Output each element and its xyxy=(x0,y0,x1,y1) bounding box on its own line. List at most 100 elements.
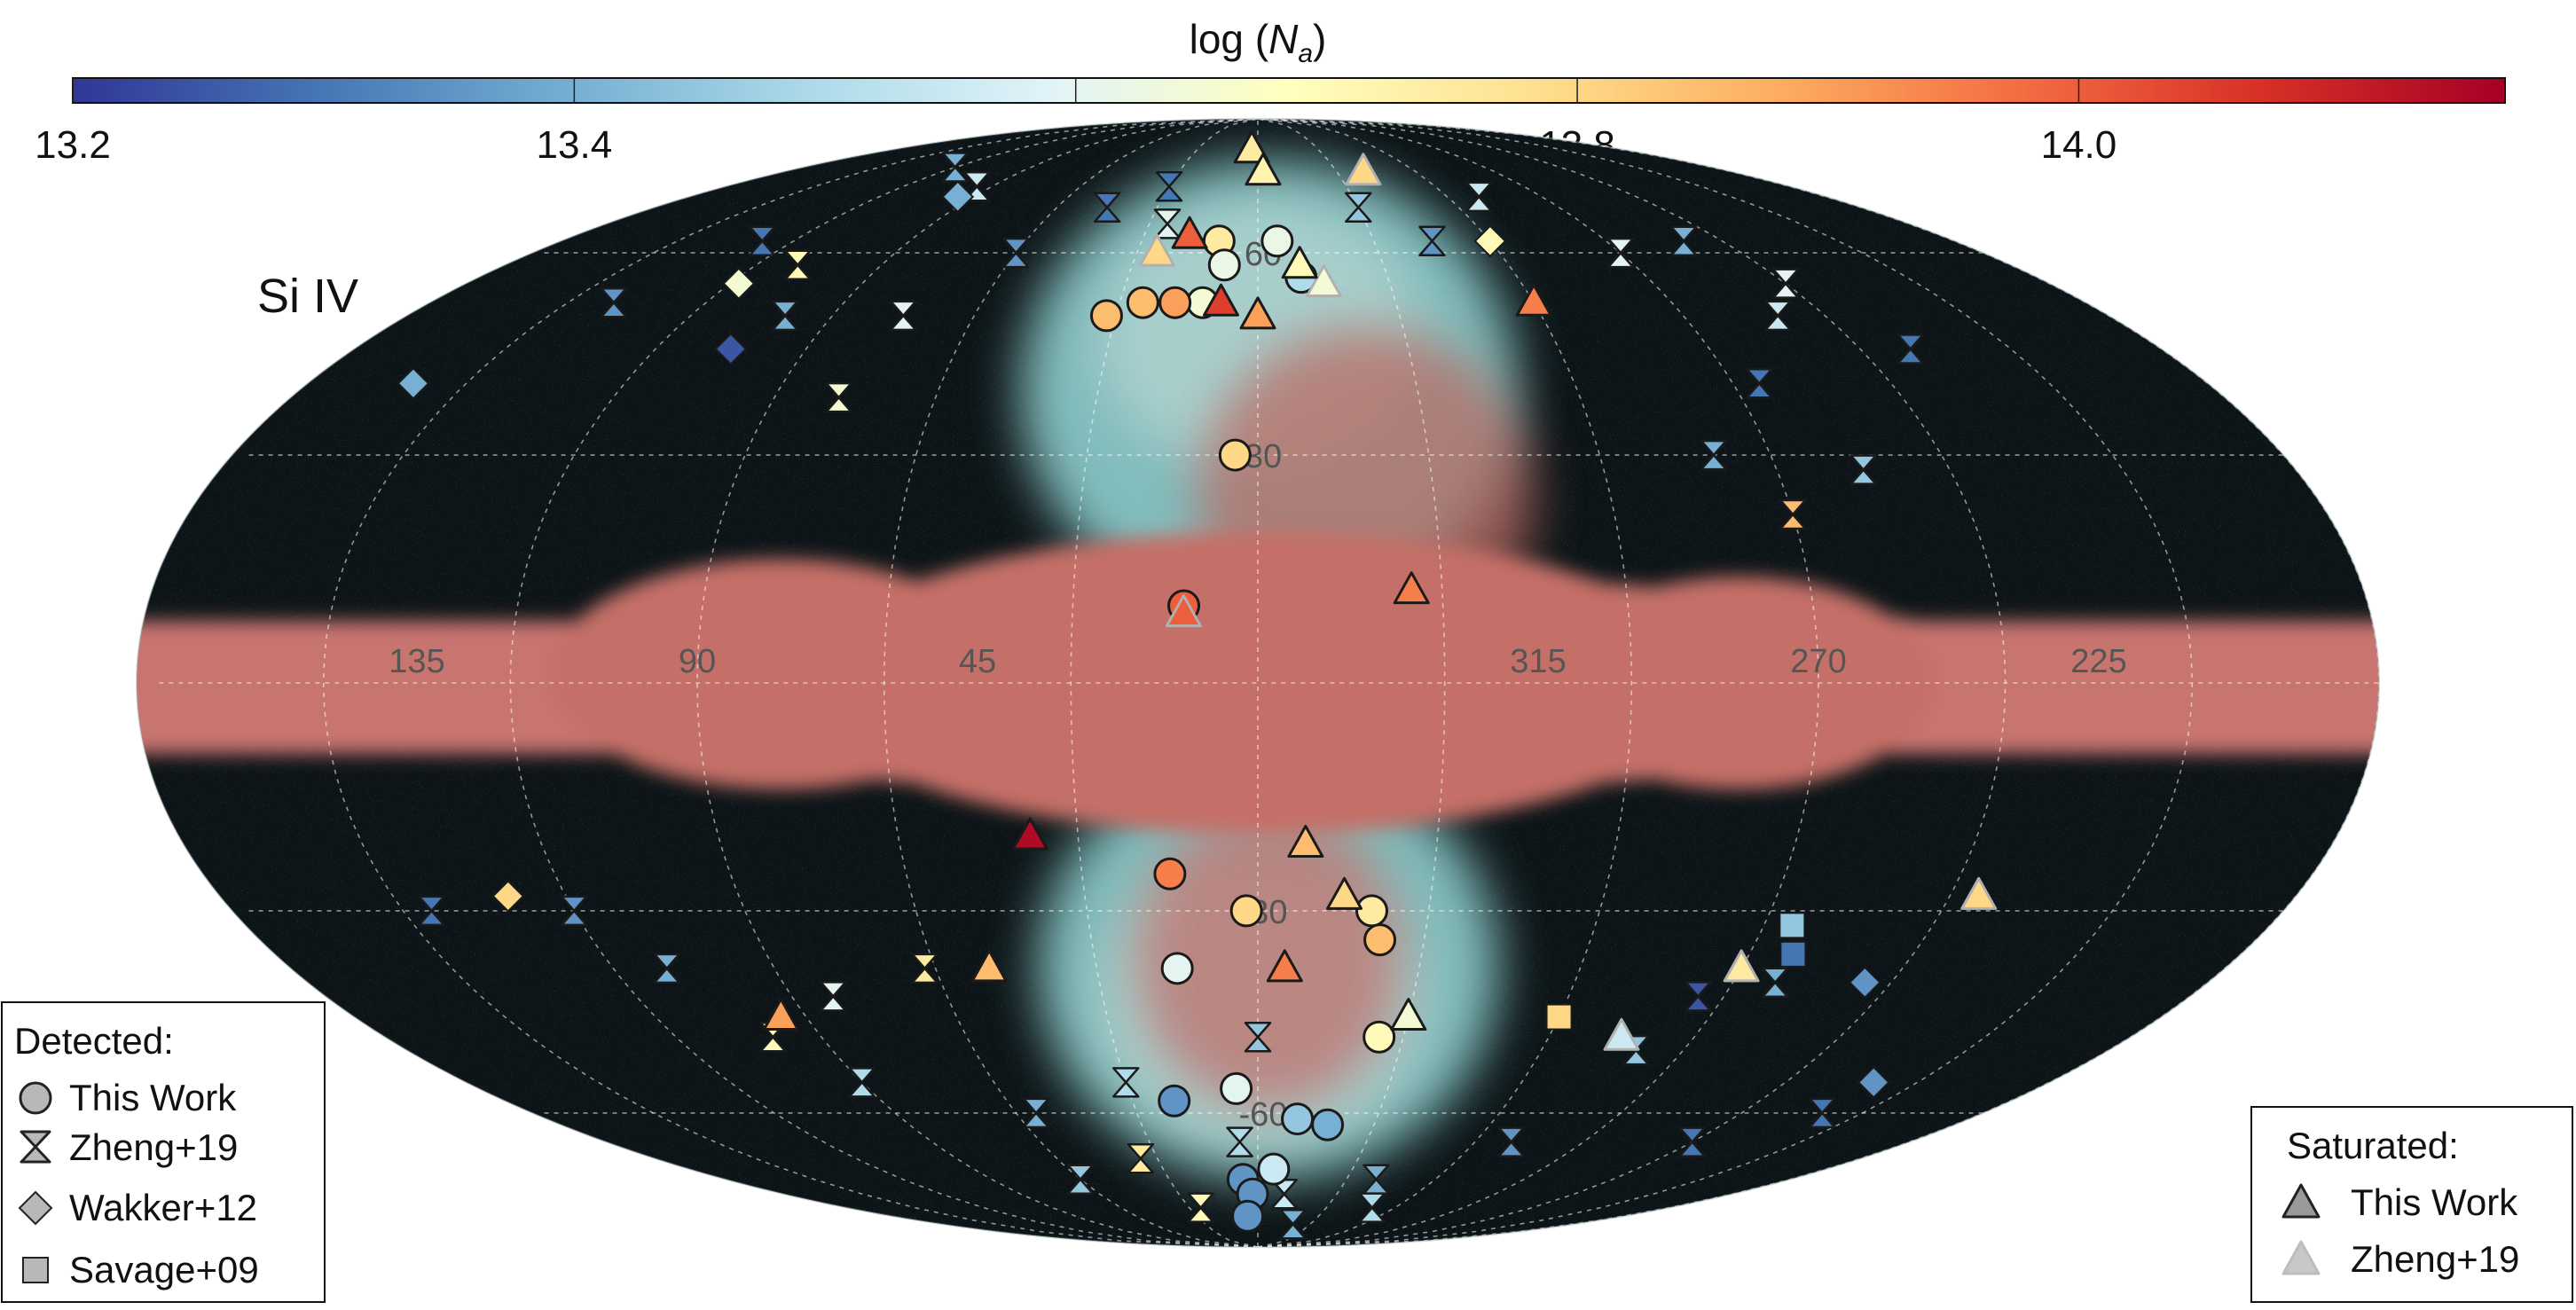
wakker12-marker xyxy=(714,333,748,365)
legend-saturated-item: Zheng+19 xyxy=(2281,1238,2519,1280)
legend-saturated-title: Saturated: xyxy=(2287,1125,2459,1166)
wakker12-marker xyxy=(1857,1065,1890,1099)
zheng19-detected-marker xyxy=(1270,1179,1298,1210)
longitude-label: 270 xyxy=(1790,643,1846,680)
legend-diamond-icon xyxy=(18,1190,53,1226)
zheng19-detected-marker xyxy=(1771,268,1800,299)
longitude-label: 90 xyxy=(679,643,716,680)
zheng19-detected-marker xyxy=(941,152,970,183)
zheng19-saturated-marker xyxy=(1165,594,1202,628)
zheng19-detected-marker xyxy=(1002,237,1030,269)
zheng19-detected-marker xyxy=(1685,981,1712,1012)
zheng19-detected-marker xyxy=(1700,439,1728,471)
legend-detected-label: Zheng+19 xyxy=(69,1126,238,1168)
colorbar-tick-label: 13.4 xyxy=(537,123,613,167)
zheng19-detected-marker xyxy=(1897,333,1924,365)
wakker12-marker xyxy=(941,180,975,214)
zheng19-detected-marker xyxy=(1850,454,1877,485)
this-work-detected-marker xyxy=(1363,923,1397,957)
colorbar-label-suffix: ) xyxy=(1313,16,1326,62)
this-work-saturated-marker xyxy=(1326,876,1363,910)
this-work-saturated-marker xyxy=(1171,216,1208,249)
wakker12-marker xyxy=(1473,224,1507,258)
legend-hourglass-icon xyxy=(20,1130,51,1164)
wakker12-marker xyxy=(1848,966,1881,1000)
legend-saturated-label: Zheng+19 xyxy=(2351,1238,2519,1280)
colorbar-label-prefix: log ( xyxy=(1190,16,1269,62)
legend-detected-label: Wakker+12 xyxy=(69,1187,257,1228)
legend-square-icon xyxy=(22,1257,49,1283)
legend-saturated: Saturated: This Work Zheng+19 xyxy=(2250,1106,2573,1303)
colorbar-tick-label: 13.2 xyxy=(35,123,111,167)
legend-triangle-icon xyxy=(2281,1183,2321,1219)
this-work-saturated-marker xyxy=(1245,153,1282,186)
this-work-saturated-marker xyxy=(1011,817,1048,851)
zheng19-detected-marker xyxy=(1808,1097,1836,1129)
colorbar-gradient xyxy=(72,77,2506,104)
legend-detected-label: Savage+09 xyxy=(69,1249,259,1290)
zheng19-detected-marker xyxy=(911,953,939,984)
legend-detected-item: Zheng+19 xyxy=(20,1126,238,1168)
this-work-detected-marker xyxy=(1089,299,1123,333)
colorbar-label-var: N xyxy=(1268,16,1299,62)
zheng19-detected-marker xyxy=(1678,1126,1706,1157)
zheng19-saturated-marker xyxy=(1305,264,1342,298)
this-work-detected-marker xyxy=(1229,894,1263,928)
this-work-saturated-marker xyxy=(1390,998,1427,1032)
this-work-saturated-marker xyxy=(1203,283,1240,317)
legend-detected-title: Detected: xyxy=(14,1020,174,1062)
zheng19-detected-marker xyxy=(1763,300,1792,332)
this-work-saturated-marker xyxy=(1515,283,1552,317)
meridian-line xyxy=(1257,118,1633,1248)
this-work-saturated-marker xyxy=(1281,246,1318,279)
zheng19-detected-marker xyxy=(1022,1097,1050,1129)
zheng19-detected-marker xyxy=(1279,1208,1307,1240)
wakker12-marker xyxy=(397,366,430,400)
zheng19-detected-marker xyxy=(1465,181,1493,213)
zheng19-detected-marker xyxy=(1127,1142,1155,1174)
wakker12-marker xyxy=(491,879,525,913)
this-work-detected-marker xyxy=(1218,438,1252,472)
zheng19-detected-marker xyxy=(1669,225,1698,257)
zheng19-detected-marker xyxy=(600,286,628,318)
zheng19-detected-marker xyxy=(1779,498,1807,530)
zheng19-detected-marker xyxy=(418,895,445,927)
zheng19-detected-marker xyxy=(1226,1126,1253,1157)
legend-detected-label: This Work xyxy=(69,1077,237,1118)
this-work-saturated-marker xyxy=(970,949,1008,983)
this-work-detected-marker xyxy=(1257,1152,1291,1186)
zheng19-detected-marker xyxy=(653,953,681,984)
zheng19-detected-marker xyxy=(1606,237,1635,269)
legend-detected-item: This Work xyxy=(19,1077,237,1118)
zheng19-detected-marker xyxy=(890,300,917,332)
this-work-detected-marker xyxy=(1207,248,1241,282)
savage09-marker xyxy=(1779,940,1807,968)
zheng19-detected-marker xyxy=(1244,1022,1272,1053)
zheng19-saturated-marker xyxy=(1960,876,1998,910)
legend-circle-icon xyxy=(19,1081,52,1115)
savage09-marker xyxy=(1545,1003,1573,1031)
legend-detected: Detected: This Work Zheng+19 Wakker+12 S… xyxy=(1,1001,326,1303)
zheng19-detected-marker xyxy=(1746,368,1773,399)
zheng19-detected-marker xyxy=(848,1067,876,1098)
this-work-detected-marker xyxy=(1158,1084,1191,1118)
this-work-saturated-marker xyxy=(1393,571,1430,605)
meridian-line xyxy=(1257,118,1446,1248)
sky-outline xyxy=(136,118,2380,1248)
zheng19-detected-marker xyxy=(1761,967,1789,998)
longitude-label: 45 xyxy=(959,643,996,680)
this-work-detected-marker xyxy=(1158,286,1192,319)
this-work-detected-marker xyxy=(1281,1102,1315,1136)
wakker12-marker xyxy=(722,267,756,301)
this-work-detected-marker xyxy=(1126,286,1159,319)
savage09-marker xyxy=(1779,912,1806,939)
zheng19-detected-marker xyxy=(771,300,799,332)
colorbar-tick-label: 14.0 xyxy=(2041,123,2117,167)
zheng19-detected-marker xyxy=(560,895,588,927)
galactic-plane-emission xyxy=(137,532,2379,834)
meridian-line xyxy=(509,118,1259,1248)
longitude-labels: 135 90 45 315 270 225 xyxy=(389,643,2126,680)
zheng19-detected-marker xyxy=(825,381,852,413)
this-work-saturated-marker xyxy=(1233,130,1270,164)
